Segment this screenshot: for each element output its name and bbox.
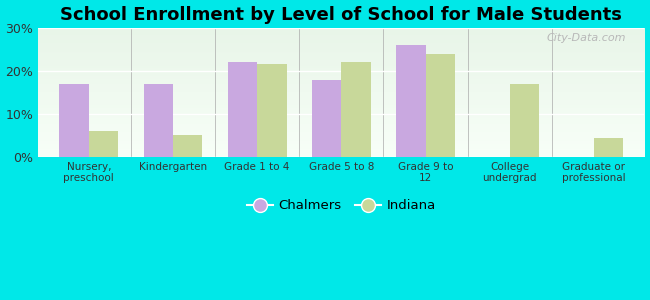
- Bar: [426, 54, 455, 157]
- Title: School Enrollment by Level of School for Male Students: School Enrollment by Level of School for…: [60, 6, 622, 24]
- Bar: [396, 45, 426, 157]
- Bar: [89, 131, 118, 157]
- Legend: Chalmers, Indiana: Chalmers, Indiana: [242, 194, 441, 218]
- Bar: [59, 84, 89, 157]
- Bar: [227, 62, 257, 157]
- Bar: [594, 138, 623, 157]
- Bar: [257, 64, 287, 157]
- Text: City-Data.com: City-Data.com: [547, 33, 626, 43]
- Bar: [312, 80, 341, 157]
- Bar: [173, 135, 202, 157]
- Bar: [510, 84, 540, 157]
- Bar: [341, 62, 371, 157]
- Bar: [144, 84, 173, 157]
